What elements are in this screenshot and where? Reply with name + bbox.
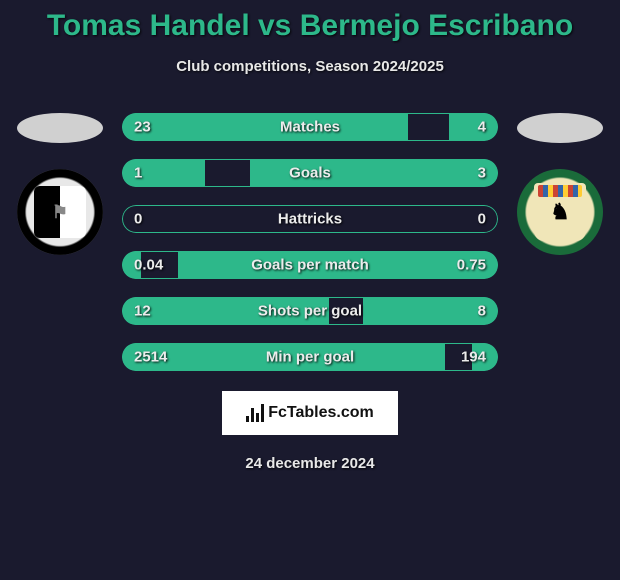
stat-row: 0 0 Hattricks [122,205,498,233]
player1-photo [17,113,103,143]
player2-photo [517,113,603,143]
player2-club-badge: ♞ [517,169,603,255]
stat-bar-right [449,113,498,141]
stat-row: 12 8 Shots per goal [122,297,498,325]
stat-left-value: 12 [134,303,151,320]
stat-label: Goals [289,165,331,182]
stat-right-value: 0.75 [457,257,486,274]
player2-name: Bermejo Escribano [300,9,573,42]
stat-bar-right [250,159,498,187]
stat-label: Goals per match [251,257,369,274]
stat-row: 0.04 0.75 Goals per match [122,251,498,279]
vitoria-crest-icon: ⚑ [34,186,86,238]
vs-label: vs [258,9,291,42]
stat-row: 1 3 Goals [122,159,498,187]
scf-crest-icon: ♞ [534,183,586,241]
stat-right-value: 8 [478,303,486,320]
main-content: ⚑ 23 4 Matches 1 3 Goals 0 0 Hattricks 0.04 0.75 Go… [0,113,620,371]
stat-left-value: 1 [134,165,142,182]
stat-label: Shots per goal [258,303,362,320]
stat-right-value: 3 [478,165,486,182]
date: 24 december 2024 [245,455,374,472]
stat-row: 23 4 Matches [122,113,498,141]
stat-label: Hattricks [278,211,342,228]
stat-right-value: 4 [478,119,486,136]
watermark: FcTables.com [222,391,398,435]
stat-left-value: 23 [134,119,151,136]
stat-right-value: 0 [478,211,486,228]
right-side: ♞ [510,113,610,255]
stat-right-value: 194 [461,349,486,366]
infographic: Tomas Handel vs Bermejo Escribano Club c… [0,0,620,580]
player1-name: Tomas Handel [47,9,250,42]
page-title: Tomas Handel vs Bermejo Escribano [27,8,593,44]
stat-left-value: 0 [134,211,142,228]
stat-left-value: 2514 [134,349,167,366]
watermark-text: FcTables.com [268,404,374,422]
chart-icon [246,404,264,422]
stat-label: Min per goal [266,349,354,366]
stat-row: 2514 194 Min per goal [122,343,498,371]
stats-list: 23 4 Matches 1 3 Goals 0 0 Hattricks 0.04 0.75 Goal… [110,113,510,371]
stat-left-value: 0.04 [134,257,163,274]
left-side: ⚑ [10,113,110,255]
player1-club-badge: ⚑ [17,169,103,255]
stat-label: Matches [280,119,340,136]
subtitle: Club competitions, Season 2024/2025 [176,58,444,75]
stat-bar-left [122,113,408,141]
